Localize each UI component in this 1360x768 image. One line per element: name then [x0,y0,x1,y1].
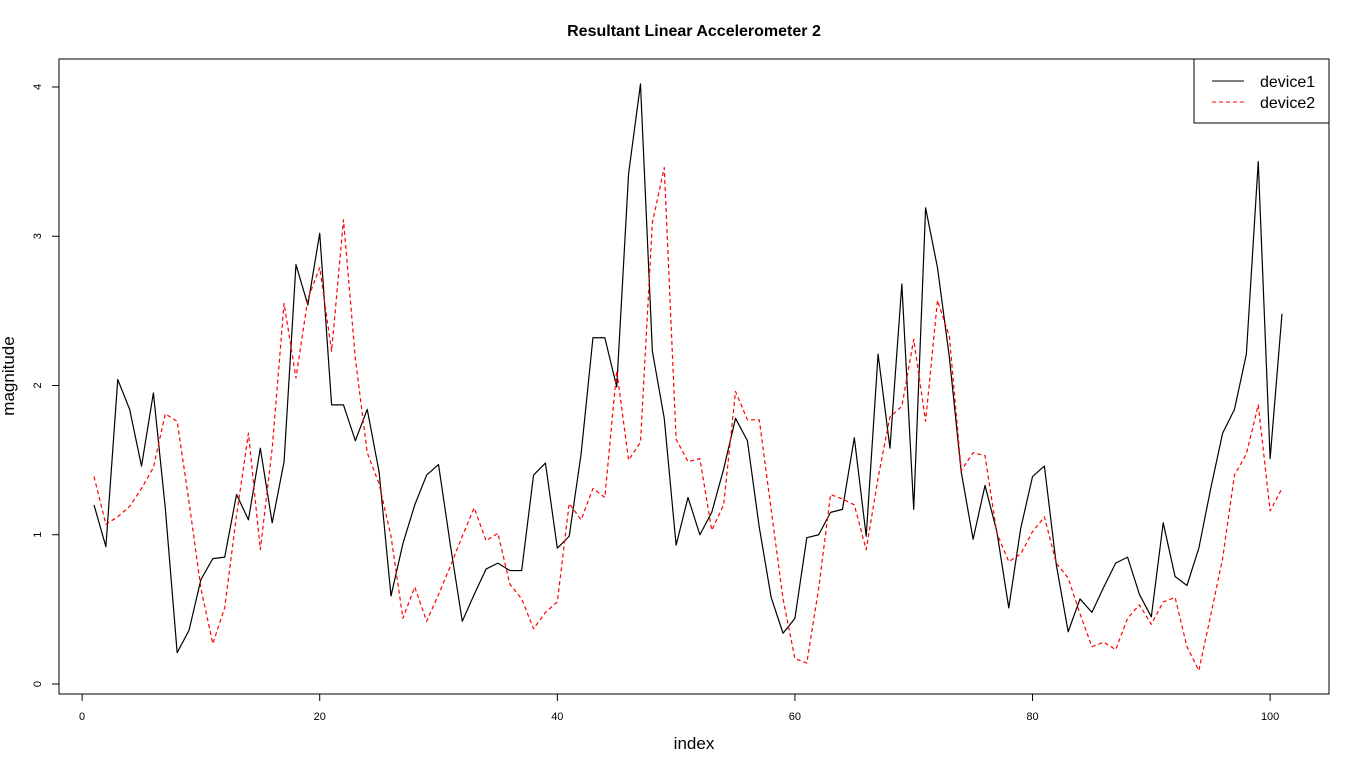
x-axis: 0 20 40 60 80 100 [79,693,1279,723]
legend: device1 device2 [1193,58,1330,124]
x-tick-label: 0 [79,711,85,723]
plot-frame [58,58,1330,695]
y-tick-label: 4 [32,84,44,90]
y-axis: 0 1 2 3 4 [32,84,60,687]
y-axis-label: magnitude [0,336,18,415]
legend-box [1193,58,1330,124]
x-tick-label: 20 [314,711,326,723]
x-tick-label: 40 [551,711,563,723]
y-tick-label: 0 [32,681,44,687]
x-tick-label: 60 [789,711,801,723]
y-tick-label: 1 [32,532,44,538]
x-tick-label: 100 [1261,711,1279,723]
series-line-device2 [93,166,1283,672]
y-tick-label: 3 [32,233,44,239]
legend-label-device1: device1 [1260,74,1315,91]
x-tick-label: 80 [1026,711,1038,723]
legend-label-device2: device2 [1260,95,1315,112]
x-axis-label: index [674,734,715,753]
series-line-device1 [93,83,1283,654]
series-layer [93,83,1283,672]
chart-title: Resultant Linear Accelerometer 2 [567,23,821,40]
y-tick-label: 2 [32,382,44,388]
